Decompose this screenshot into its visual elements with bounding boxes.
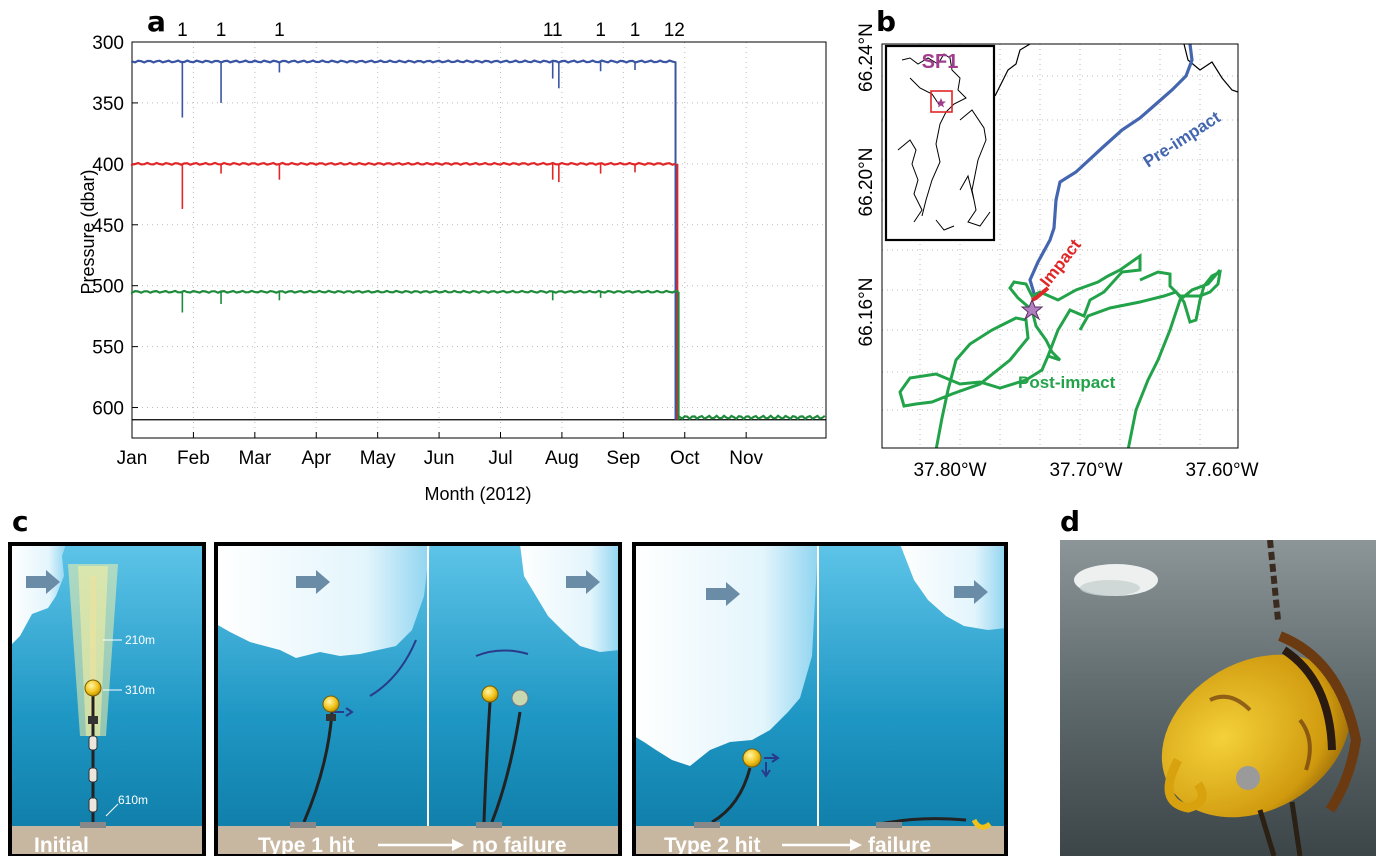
pressure-chart: Jan Feb Mar Apr May Jun Jul Aug Sep Oct Nov 300 350 4…: [78, 20, 827, 504]
depth-310: 310m: [125, 683, 155, 697]
scenario-type1: Type 1 hit no failure: [214, 542, 622, 856]
coastline: [994, 44, 1238, 97]
latitude-tick-label: 66.16°N: [856, 278, 877, 347]
x-tick-label: Aug: [545, 448, 579, 469]
scenario-type2: Type 2 hit failure: [632, 542, 1008, 856]
plot-frame: [131, 41, 827, 439]
longitude-tick-label: 37.60°W: [1185, 460, 1258, 481]
x-tick-label: Apr: [301, 448, 331, 469]
y-tick-label: 600: [92, 399, 124, 420]
inset-map: SF1: [884, 44, 996, 242]
mooring-diagram: 210m 310m 610m Initial Type 1 hit no fai…: [8, 542, 1008, 856]
x-axis-label: Month (2012): [424, 484, 531, 504]
x-tick-label: Feb: [177, 448, 210, 469]
post-impact-label: Post-impact: [1018, 373, 1116, 392]
y-tick-label: 500: [92, 277, 124, 298]
event-count-label: 1: [630, 20, 641, 41]
x-tick-label: Jan: [117, 448, 148, 469]
depth-210: 210m: [125, 633, 155, 647]
pressure-series-line: [130, 289, 679, 295]
x-tick-label: Jul: [488, 448, 512, 469]
pressure-series-line: [130, 59, 676, 64]
damaged-buoy-photo: [1060, 540, 1376, 856]
label-type2: Type 2 hit: [664, 834, 760, 856]
x-tick-label: Nov: [729, 448, 763, 469]
panel-letter-c: c: [12, 505, 29, 538]
x-tick-label: Oct: [670, 448, 700, 469]
y-axis-label: Pressure (dbar): [78, 169, 98, 294]
panel-letter-d: d: [1060, 505, 1081, 538]
impact-track: [1031, 286, 1050, 302]
scenario-initial: 210m 310m 610m Initial: [8, 542, 206, 856]
buoy-body: [1161, 654, 1351, 818]
event-count-label: 1: [595, 20, 606, 41]
y-tick-label: 400: [92, 155, 124, 176]
x-tick-label: Sep: [606, 448, 640, 469]
event-count-label: 11: [543, 20, 563, 41]
pre-impact-track: [1028, 44, 1194, 301]
pre-impact-label: Pre-impact: [1140, 107, 1224, 171]
map-frame: [881, 43, 1239, 449]
label-type1: Type 1 hit: [258, 834, 354, 856]
latitude-tick-label: 66.24°N: [856, 23, 877, 92]
longitude-tick-label: 37.70°W: [1049, 460, 1122, 481]
inset-label: SF1: [922, 51, 959, 73]
x-tick-label: Jun: [424, 448, 455, 469]
post-impact-track: [898, 253, 1222, 448]
longitude-tick-label: 37.80°W: [913, 460, 986, 481]
trajectory-map: 37.80°W 37.70°W 37.60°W 66.24°N 66.20°N 66.16…: [856, 23, 1259, 481]
panel-letter-b: b: [876, 5, 897, 38]
event-count-label: 1: [216, 20, 227, 41]
label-no-failure: no failure: [472, 834, 567, 856]
pressure-series-line: [130, 161, 676, 166]
panel-letter-a: a: [147, 5, 166, 38]
y-tick-label: 350: [92, 94, 124, 115]
impact-label: Impact: [1036, 235, 1085, 290]
post-impact-pressure-line: [678, 414, 826, 421]
depth-610: 610m: [118, 793, 148, 807]
label-failure: failure: [868, 834, 931, 856]
y-tick-label: 300: [92, 33, 124, 54]
x-tick-label: Mar: [238, 448, 271, 469]
impact-star-icon: [1020, 298, 1044, 321]
y-tick-label: 550: [92, 338, 124, 359]
label-initial: Initial: [34, 834, 89, 856]
event-count-label: 12: [664, 20, 685, 41]
event-count-label: 1: [177, 20, 188, 41]
y-tick-label: 450: [92, 216, 124, 237]
event-count-label: 1: [274, 20, 285, 41]
chain: [1267, 540, 1281, 621]
x-tick-label: May: [360, 448, 396, 469]
latitude-tick-label: 66.20°N: [856, 148, 877, 217]
